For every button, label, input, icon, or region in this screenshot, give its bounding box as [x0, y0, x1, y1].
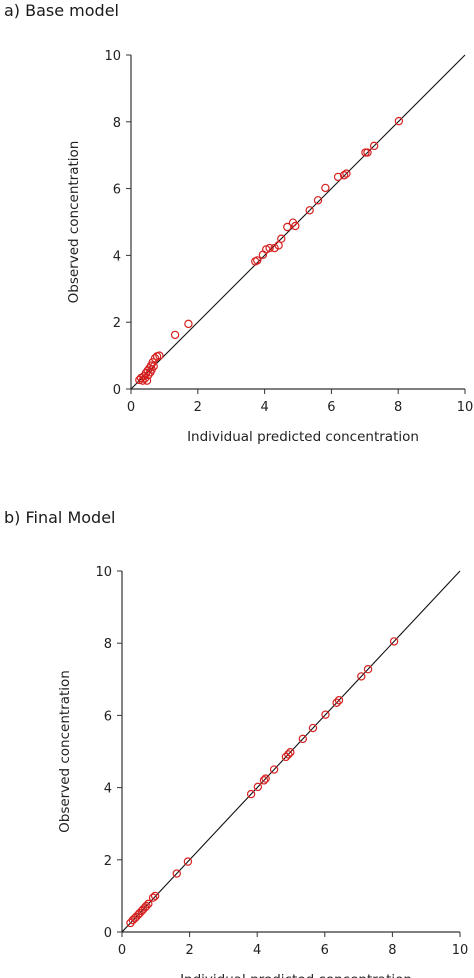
y-tick-label: 2 [113, 316, 121, 331]
data-point [313, 196, 323, 205]
data-point [183, 857, 193, 866]
x-tick-label: 2 [194, 400, 202, 415]
data-point [172, 869, 181, 878]
data-point [261, 774, 270, 783]
data-point [389, 637, 399, 646]
x-tick-label: 4 [253, 943, 261, 958]
data-point [357, 672, 366, 681]
panel-title: a) Base model [4, 1, 119, 20]
x-tick-label: 4 [260, 400, 268, 415]
y-tick-label: 10 [95, 565, 112, 580]
x-axis-title: Individual predicted concentration [187, 429, 419, 445]
data-point [332, 698, 341, 707]
data-point [144, 899, 153, 909]
x-tick-label: 8 [394, 400, 402, 415]
data-point [184, 319, 193, 329]
data-point [363, 664, 373, 674]
data-point [333, 172, 343, 182]
data-point [394, 116, 404, 126]
panel-base-model: a) Base model 0 2 4 6 8 10 0 2 4 6 8 10 Individual p… [0, 0, 474, 480]
data-point [321, 183, 330, 193]
data-point [277, 234, 286, 243]
chart-base-model: 0 2 4 6 8 10 0 2 4 6 8 10 Individual predicted conce… [66, 49, 474, 445]
data-point [259, 776, 269, 785]
data-point [363, 148, 372, 157]
data-point [298, 734, 308, 744]
data-point [148, 893, 158, 902]
x-tick-label: 10 [457, 400, 474, 415]
data-point [269, 765, 279, 774]
data-point [155, 351, 164, 360]
y-tick-label: 6 [113, 183, 121, 198]
data-point [149, 362, 158, 371]
y-tick-label: 4 [104, 782, 112, 797]
x-tick-label: 0 [118, 943, 126, 958]
data-point [339, 171, 349, 180]
y-tick-label: 8 [113, 116, 121, 131]
y-axis-title: Observed concentration [66, 141, 82, 304]
x-tick-label: 8 [388, 943, 396, 958]
data-point [284, 750, 293, 759]
data-point [142, 901, 151, 911]
y-tick-label: 4 [113, 249, 121, 264]
panel-title: b) Final Model [4, 508, 116, 527]
data-point [308, 723, 318, 733]
y-tick-label: 0 [113, 383, 121, 398]
data-point [246, 789, 256, 799]
y-tick-label: 8 [104, 637, 112, 652]
data-point [265, 243, 274, 253]
x-axis-title: Individual predicted concentration [180, 972, 412, 978]
x-tick-label: 0 [127, 400, 135, 415]
data-point [283, 222, 292, 232]
data-point [142, 376, 152, 385]
data-point [170, 330, 180, 340]
data-point [342, 169, 351, 178]
data-point [138, 376, 147, 385]
y-axis-title: Observed concentration [57, 670, 73, 833]
data-point [253, 782, 263, 792]
data-point [281, 752, 291, 762]
y-tick-label: 2 [104, 854, 112, 869]
y-tick-label: 0 [104, 926, 112, 941]
data-point [291, 221, 300, 231]
x-tick-label: 10 [452, 943, 469, 958]
data-point [305, 206, 314, 215]
data-point [286, 748, 295, 757]
data-point [369, 141, 379, 151]
data-point [334, 696, 344, 705]
data-point [321, 710, 330, 719]
data-point [253, 256, 262, 265]
data-point [150, 891, 160, 901]
x-tick-label: 2 [185, 943, 193, 958]
data-point [150, 354, 160, 363]
identity-line [130, 54, 466, 390]
y-tick-label: 6 [104, 709, 112, 724]
y-tick-label: 10 [104, 49, 121, 64]
x-tick-label: 6 [327, 400, 335, 415]
data-point [148, 358, 157, 367]
x-tick-label: 6 [321, 943, 329, 958]
